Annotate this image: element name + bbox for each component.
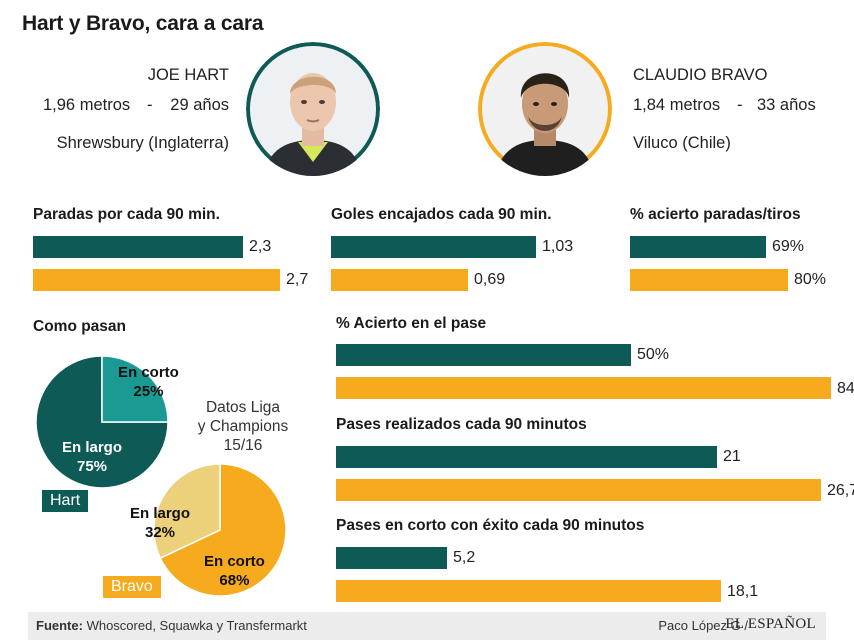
hart-bar <box>336 446 717 468</box>
bravo-bar <box>630 269 788 291</box>
bravo-separator: - <box>737 96 743 114</box>
metric-title: Paradas por cada 90 min. <box>33 206 220 223</box>
bravo-bar <box>336 580 721 602</box>
hart-long-label: En largo 75% <box>62 438 122 476</box>
hart-pie-short-slice <box>101 355 169 423</box>
bravo-bar <box>331 269 468 291</box>
hart-value-label: 2,3 <box>249 238 272 255</box>
bravo-long-value: 32% <box>144 524 176 541</box>
hart-value-label: 21 <box>723 448 741 465</box>
bravo-height: 1,84 metros <box>633 96 721 114</box>
bravo-value-label: 2,7 <box>286 271 309 288</box>
bravo-pie-long-slice <box>153 463 221 560</box>
bravo-short-label: En corto 68% <box>204 552 265 590</box>
hart-photo <box>246 42 380 176</box>
page-title: Hart y Bravo, cara a cara <box>22 12 264 35</box>
bravo-bar <box>336 377 831 399</box>
hart-legend-tag: Hart <box>42 490 89 512</box>
hart-bar <box>336 344 631 366</box>
footer: Fuente: Whoscored, Squawka y Transfermar… <box>28 612 826 640</box>
metric-title: Pases en corto con éxito cada 90 minutos <box>336 517 645 534</box>
metric-title: % Acierto en el pase <box>336 315 487 332</box>
hart-age: 29 años <box>170 96 229 114</box>
bravo-pie <box>153 463 287 597</box>
bravo-short-name: En corto <box>204 553 265 570</box>
hart-value-label: 69% <box>772 238 805 255</box>
hart-value-label: 50% <box>637 346 670 363</box>
bravo-value-label: 80% <box>794 271 827 288</box>
hart-bar <box>33 236 243 258</box>
bravo-bar <box>33 269 280 291</box>
note-line-2: y Champions <box>197 418 289 435</box>
hart-bar <box>331 236 536 258</box>
bravo-legend-tag: Bravo <box>103 576 161 598</box>
el-espanol-logo: EL ESPAÑOL <box>725 616 816 632</box>
hart-long-value: 75% <box>76 458 108 475</box>
bravo-portrait-icon <box>478 42 612 176</box>
hart-bar <box>630 236 766 258</box>
hart-separator: - <box>147 96 153 114</box>
bravo-value-label: 18,1 <box>727 583 759 600</box>
hart-short-label: En corto 25% <box>118 363 179 401</box>
hart-long-name: En largo <box>62 439 123 456</box>
source-text: Fuente: Whoscored, Squawka y Transfermar… <box>36 618 307 633</box>
data-note: Datos Liga y Champions 15/16 <box>190 398 296 455</box>
bravo-value-label: 26,7 <box>827 482 854 499</box>
hart-value-label: 1,03 <box>542 238 574 255</box>
hart-pie <box>35 355 169 489</box>
bravo-value-label: 0,69 <box>474 271 506 288</box>
note-line-1: Datos Liga <box>205 399 281 416</box>
source-label: Fuente: <box>36 618 83 633</box>
metric-title: % acierto paradas/tiros <box>630 206 801 223</box>
pies-title: Como pasan <box>33 318 127 335</box>
bravo-long-label: En largo 32% <box>130 504 190 542</box>
bravo-value-label: 84% <box>837 380 854 397</box>
bravo-pie-short-slice <box>159 463 287 597</box>
bravo-short-value: 68% <box>219 572 250 589</box>
bravo-age: 33 años <box>757 96 816 114</box>
hart-pie-long-slice <box>35 355 169 489</box>
bravo-photo <box>478 42 612 176</box>
metric-title: Pases realizados cada 90 minutos <box>336 416 587 433</box>
hart-portrait-icon <box>246 42 380 176</box>
bravo-birthplace: Viluco (Chile) <box>633 134 731 152</box>
bravo-long-name: En largo <box>130 505 191 522</box>
note-line-3: 15/16 <box>223 437 263 454</box>
bravo-bar <box>336 479 821 501</box>
hart-short-value: 25% <box>133 383 164 400</box>
hart-bar <box>336 547 447 569</box>
author-credit: Paco López G / <box>658 618 748 633</box>
hart-short-name: En corto <box>118 364 179 381</box>
hart-height: 1,96 metros <box>43 96 131 114</box>
hart-birthplace: Shrewsbury (Inglaterra) <box>56 134 229 152</box>
bravo-name: CLAUDIO BRAVO <box>633 66 768 84</box>
source-list: Whoscored, Squawka y Transfermarkt <box>82 618 307 633</box>
hart-name: JOE HART <box>147 66 229 84</box>
hart-value-label: 5,2 <box>453 549 476 566</box>
metric-title: Goles encajados cada 90 min. <box>331 206 552 223</box>
